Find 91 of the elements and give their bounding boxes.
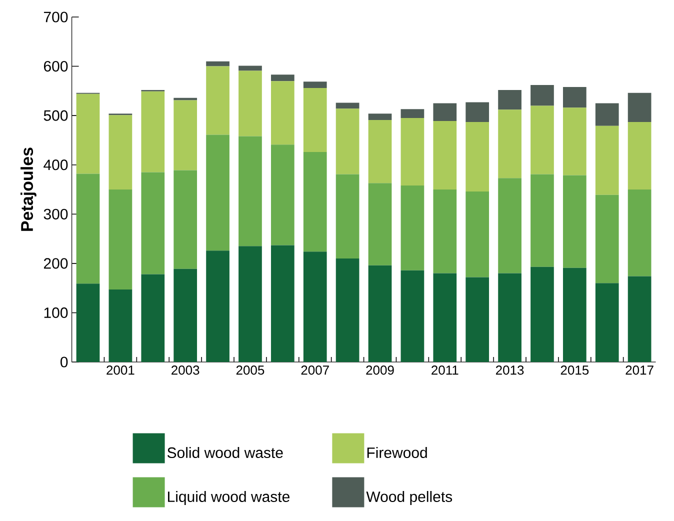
bar	[270, 81, 294, 145]
bar	[108, 189, 132, 290]
bar	[595, 126, 619, 195]
bar	[174, 170, 198, 269]
bar	[466, 277, 490, 362]
x-tick-label: 2013	[496, 366, 524, 375]
bar	[76, 94, 100, 174]
bar	[270, 144, 294, 246]
bar	[595, 194, 619, 284]
bar	[433, 189, 457, 274]
bar	[238, 66, 262, 71]
bar	[368, 120, 392, 184]
bar	[206, 66, 230, 135]
x-tick-label: 2009	[366, 366, 394, 375]
y-tick-label: 0	[60, 356, 68, 368]
bar	[336, 258, 360, 362]
bar	[368, 265, 392, 362]
bar	[628, 276, 652, 362]
bar	[303, 88, 327, 152]
bar	[206, 250, 230, 362]
bar	[562, 175, 586, 268]
y-tick-label: 600	[44, 60, 68, 72]
bar	[141, 274, 165, 362]
x-tick-label: 2011	[432, 366, 458, 375]
y-tick-label: 200	[44, 258, 68, 269]
bar	[238, 70, 262, 136]
bar	[400, 186, 424, 270]
bar	[368, 183, 392, 266]
bar	[174, 100, 198, 170]
bar	[76, 284, 100, 362]
bar	[530, 85, 554, 106]
legend-label: Wood pellets	[366, 491, 452, 505]
y-tick-label: 100	[44, 307, 68, 318]
bar	[141, 172, 165, 274]
y-tick-label: 500	[44, 110, 68, 121]
bar	[433, 120, 457, 190]
bar	[76, 174, 100, 284]
bar	[174, 268, 198, 362]
x-tick-label: 2003	[172, 366, 200, 375]
bar	[336, 102, 360, 109]
bar	[498, 110, 522, 178]
bar	[368, 114, 392, 120]
bar	[206, 61, 230, 66]
bar	[628, 122, 652, 190]
bar	[466, 122, 490, 192]
bar	[498, 90, 522, 110]
bar	[303, 252, 327, 362]
bar	[400, 109, 424, 118]
bar	[206, 134, 230, 251]
bar	[530, 106, 554, 174]
bar	[466, 191, 490, 278]
legend-label: Solid wood waste	[167, 447, 283, 458]
bar	[141, 91, 165, 172]
bar	[400, 118, 424, 186]
bar	[466, 102, 490, 122]
x-tick-label: 2017	[626, 366, 654, 375]
bar	[595, 103, 619, 126]
bar	[433, 103, 457, 121]
bar	[270, 245, 294, 362]
bar	[174, 98, 198, 100]
bar	[336, 174, 360, 258]
bar	[530, 174, 554, 267]
y-tick-label: 300	[44, 208, 68, 220]
x-tick-label: 2005	[236, 366, 264, 375]
bar	[530, 266, 554, 362]
bar	[400, 270, 424, 362]
y-tick-label: 700	[44, 12, 68, 22]
legend-label: Firewood	[367, 447, 427, 458]
bar	[628, 92, 652, 122]
y-axis-title: Petajoules	[20, 148, 36, 231]
bar	[303, 82, 327, 88]
bar	[108, 115, 132, 190]
bar	[238, 246, 262, 362]
bar	[336, 108, 360, 174]
bar	[433, 273, 457, 362]
x-tick-label: 2001	[106, 366, 134, 375]
x-tick-label: 2007	[301, 366, 329, 375]
bar	[562, 268, 586, 362]
bar	[108, 290, 132, 362]
y-tick-label: 400	[44, 160, 68, 170]
bar	[238, 136, 262, 246]
bar	[498, 273, 522, 362]
bar	[270, 74, 294, 82]
bar	[562, 108, 586, 176]
bar	[595, 283, 619, 362]
bar	[303, 152, 327, 252]
x-tick-label: 2015	[560, 366, 589, 375]
bar	[628, 189, 652, 276]
legend-label: Liquid wood waste	[168, 491, 290, 505]
bar	[562, 86, 586, 108]
bar	[498, 178, 522, 274]
